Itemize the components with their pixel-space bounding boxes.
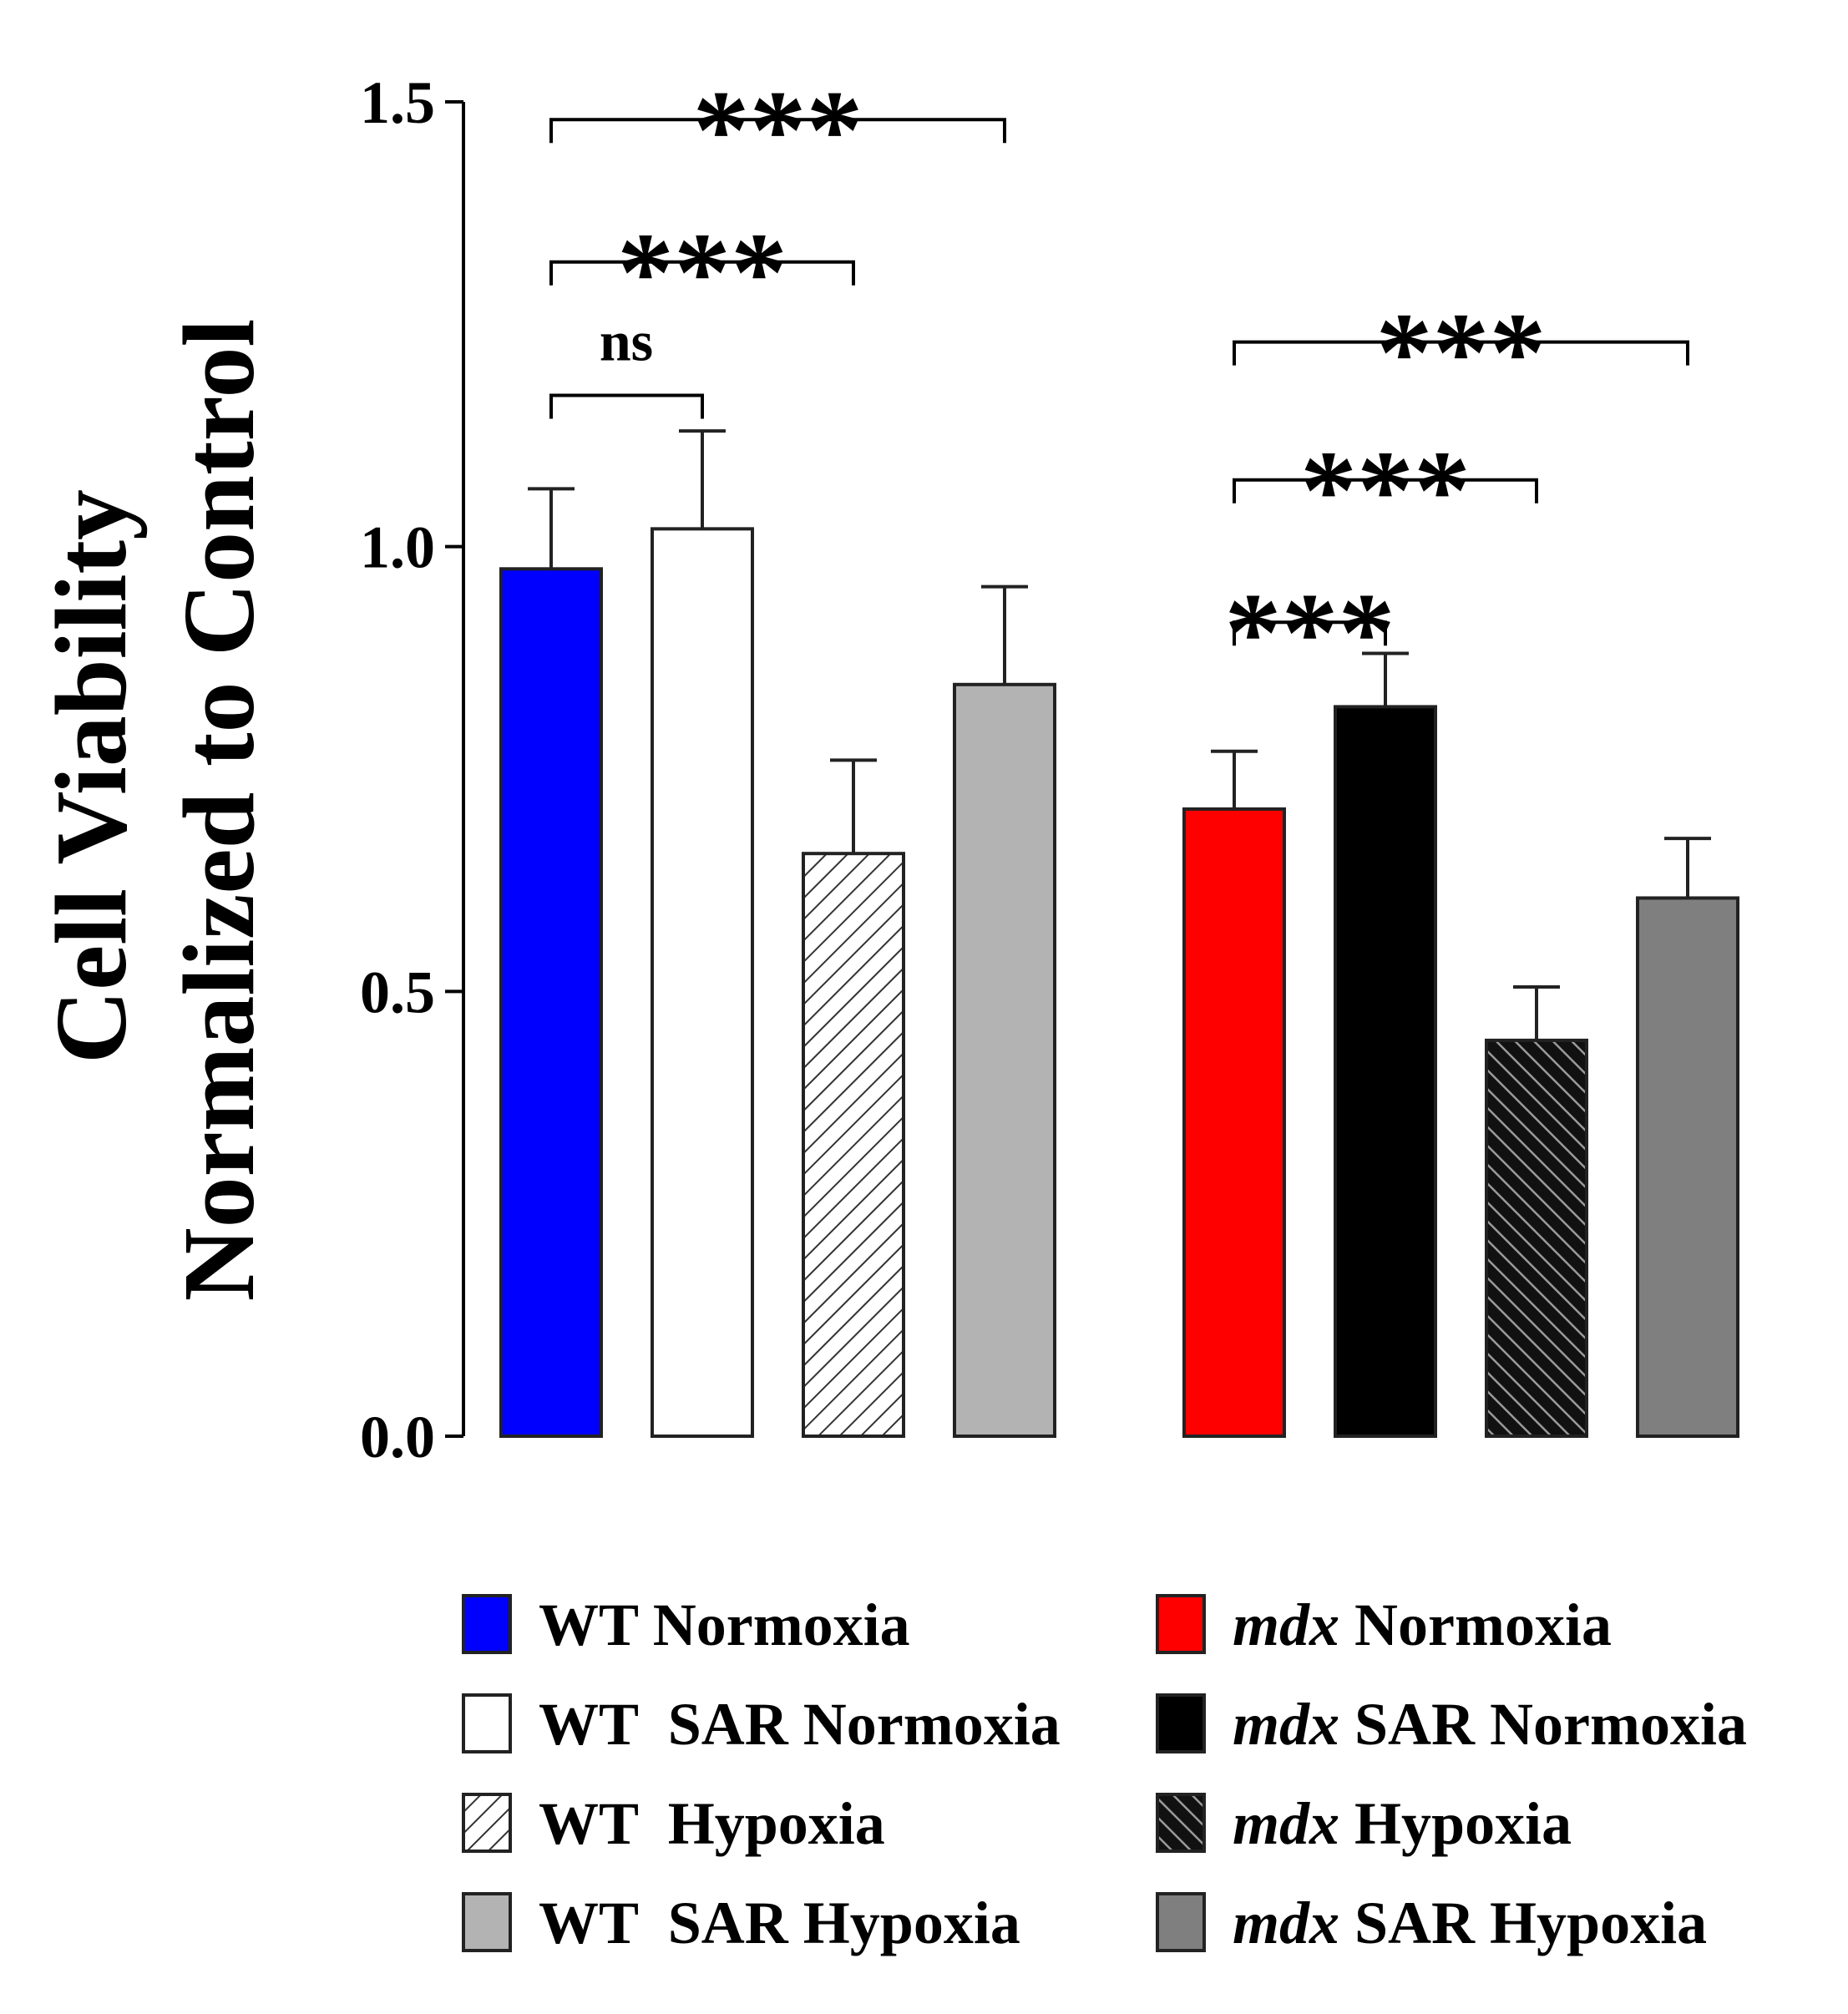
legend-label: mdx Normoxia [1233,1591,1612,1658]
legend-swatch [1156,1594,1206,1654]
legend-label-text: SAR Hypoxia [638,1890,1020,1956]
bar-group [953,584,1056,1438]
bar-group [1334,651,1437,1438]
legend-swatch [1156,1793,1206,1853]
legend-item: WT Normoxia [462,1591,910,1658]
y-tick-label: 0.0 [360,1404,435,1470]
significance-label: *** [1225,570,1395,696]
legend-item: WT SAR Normoxia [462,1691,1061,1758]
legend-label-prefix: mdx [1233,1890,1339,1956]
significance-label: *** [693,68,863,193]
bar-group [1636,837,1739,1439]
bars [499,429,1739,1439]
legend-label: WT Normoxia [539,1591,910,1658]
bar-group [499,487,603,1438]
legend-label-prefix: WT [539,1691,638,1758]
y-tick-label: 1.5 [360,69,435,136]
bracket-line [1233,620,1387,646]
significance-label: *** [1376,291,1547,416]
y-axis: 0.0 0.5 1.0 1.5 [360,69,465,1470]
legend-label-prefix: WT [539,1790,638,1857]
legend-swatch [462,1793,512,1853]
legend-swatch [462,1892,512,1952]
significance-bracket: *** [1233,428,1538,554]
legend-item: mdx Hypoxia [1156,1790,1572,1857]
bar-group [802,758,905,1438]
legend-label-prefix: mdx [1233,1691,1339,1758]
legend-label-text: SAR Normoxia [638,1691,1061,1758]
legend-swatch [462,1693,512,1753]
legend-swatch [1156,1892,1206,1952]
legend-swatch [462,1594,512,1654]
legend-label-text: SAR Hypoxia [1339,1890,1707,1956]
legend-label-prefix: mdx [1233,1591,1339,1658]
legend-label: WT Hypoxia [539,1790,885,1857]
significance-bracket: *** [1233,291,1689,416]
legend-label: mdx SAR Hypoxia [1233,1890,1707,1956]
y-axis-title-line-2: Normalized to Control [163,319,276,1302]
significance-bracket: ns [549,310,704,419]
bracket-line [549,260,855,286]
legend-item: mdx SAR Hypoxia [1156,1890,1707,1956]
bar [1485,1038,1588,1438]
significance-bracket: *** [1225,570,1395,696]
legend-label: mdx SAR Normoxia [1233,1691,1747,1758]
legend-swatch [1156,1693,1206,1753]
bar-group [1485,985,1588,1438]
legend-label-text: Hypoxia [638,1790,885,1857]
legend-label-text: Normoxia [1339,1591,1612,1658]
legend-label-prefix: WT [539,1890,638,1956]
significance-brackets: ******ns ********* [549,68,1689,696]
significance-bracket: *** [549,68,1006,193]
bracket-line [1233,340,1689,366]
significance-label: *** [1300,428,1471,554]
bar [651,527,754,1438]
bracket-line [549,393,704,419]
legend-label-text: Hypoxia [1339,1790,1572,1857]
bar-group [651,429,754,1438]
y-axis-title-line-1: Cell Viability [35,489,148,1064]
legend-label-prefix: mdx [1233,1790,1339,1857]
legend-item: mdx Normoxia [1156,1591,1612,1658]
significance-label: ns [600,310,653,373]
legend-label-prefix: WT [539,1591,638,1658]
bar [802,852,905,1438]
significance-label: *** [617,210,787,336]
bar [953,682,1056,1438]
legend-item: WT SAR Hypoxia [462,1890,1020,1956]
bar [1334,705,1437,1438]
bracket-line [549,118,1006,144]
bar [1182,807,1286,1438]
legend-label: mdx Hypoxia [1233,1790,1572,1857]
y-tick-label: 0.5 [360,959,435,1025]
y-tick-label: 1.0 [360,514,435,581]
bar [1636,896,1739,1439]
legend-label-text: SAR Normoxia [1339,1691,1747,1758]
legend-label-text: Normoxia [638,1591,910,1658]
y-axis-title: Cell Viability Normalized to Control [35,319,276,1302]
legend-item: mdx SAR Normoxia [1156,1691,1747,1758]
legend-label: WT SAR Hypoxia [539,1890,1020,1956]
legend-label: WT SAR Normoxia [539,1691,1061,1758]
bracket-line [1233,478,1538,504]
bar-group [1182,749,1286,1438]
significance-bracket: *** [549,210,855,336]
bar [499,567,603,1438]
legend-item: WT Hypoxia [462,1790,885,1857]
